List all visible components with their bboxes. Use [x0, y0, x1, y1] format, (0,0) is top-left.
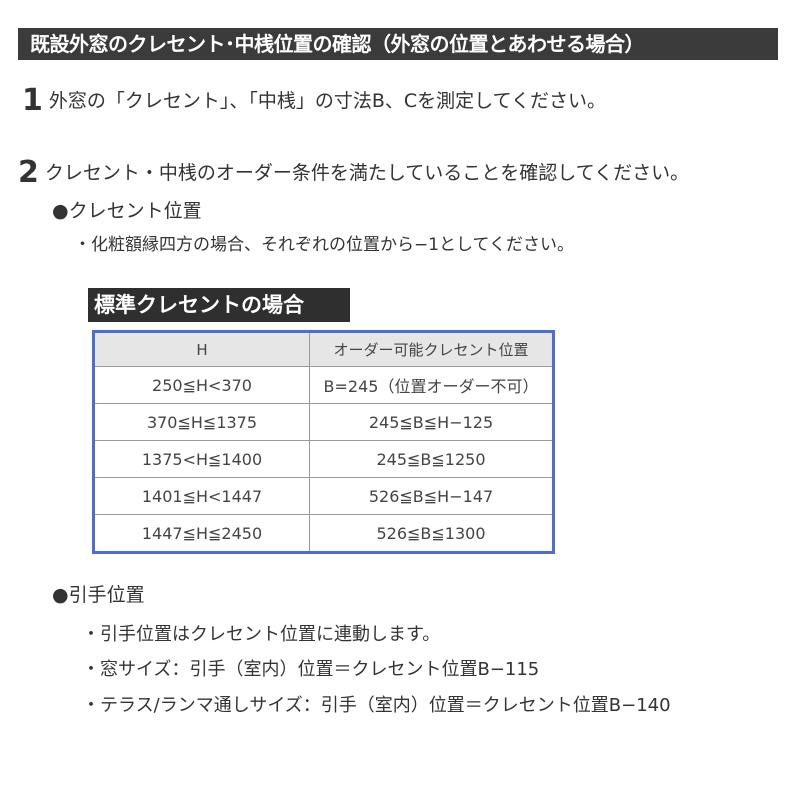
cell-h: 1447≦H≦2450	[93, 514, 310, 553]
step-1: 1 外窓の「クレセント」、「中桟」の寸法B、Cを測定してください。	[22, 86, 607, 116]
header-h: H	[93, 331, 310, 367]
table-header-row: H オーダー可能クレセント位置	[93, 331, 554, 367]
handle-item: ・引手位置はクレセント位置に連動します。	[82, 624, 441, 645]
cell-h: 370≦H≦1375	[93, 403, 310, 441]
header-position: オーダー可能クレセント位置	[309, 331, 554, 367]
cell-position: 245≦B≦1250	[309, 440, 554, 478]
step-text: クレセント・中桟のオーダー条件を満たしていることを確認してください。	[44, 162, 690, 184]
table-row: 1375<H≦1400 245≦B≦1250	[93, 440, 554, 478]
table-row: 370≦H≦1375 245≦B≦H−125	[93, 403, 554, 441]
handle-item: ・テラス/ランマ通しサイズ：引手（室内）位置＝クレセント位置B−140	[82, 695, 671, 716]
table-row: 250≦H<370 B=245（位置オーダー不可）	[93, 366, 554, 404]
handle-heading: ●引手位置	[52, 584, 145, 606]
step-2: 2 クレセント・中桟のオーダー条件を満たしていることを確認してください。	[18, 158, 690, 188]
cell-h: 1401≦H<1447	[93, 477, 310, 515]
table-row: 1401≦H<1447 526≦B≦H−147	[93, 477, 554, 515]
step-number: 2	[18, 155, 39, 190]
crescent-heading: ●クレセント位置	[52, 200, 202, 222]
table-label: 標準クレセントの場合	[88, 288, 350, 322]
table-row: 1447≦H≦2450 526≦B≦1300	[93, 514, 554, 553]
crescent-table: H オーダー可能クレセント位置 250≦H<370 B=245（位置オーダー不可）…	[92, 330, 555, 554]
step-number: 1	[22, 83, 43, 118]
crescent-note: ・化粧額縁四方の場合、それぞれの位置から−1としてください。	[74, 235, 575, 255]
cell-position: 245≦B≦H−125	[309, 403, 554, 441]
cell-h: 1375<H≦1400	[93, 440, 310, 478]
section-title: 既設外窓のクレセント･中桟位置の確認（外窓の位置とあわせる場合）	[18, 28, 778, 60]
cell-position: B=245（位置オーダー不可）	[309, 366, 554, 404]
handle-item: ・窓サイズ：引手（室内）位置＝クレセント位置B−115	[82, 659, 540, 680]
step-text: 外窓の「クレセント」、「中桟」の寸法B、Cを測定してください。	[48, 90, 607, 112]
cell-h: 250≦H<370	[93, 366, 310, 404]
cell-position: 526≦B≦H−147	[309, 477, 554, 515]
cell-position: 526≦B≦1300	[309, 514, 554, 553]
